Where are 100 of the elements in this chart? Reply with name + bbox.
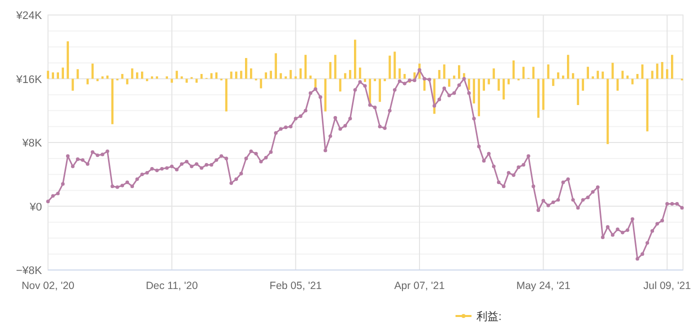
bar bbox=[334, 54, 336, 79]
bar bbox=[438, 70, 440, 79]
bar bbox=[176, 70, 178, 79]
x-tick-label: Apr 07, '21 bbox=[394, 280, 445, 292]
bar bbox=[300, 68, 302, 79]
bar bbox=[522, 66, 525, 79]
bar bbox=[532, 66, 535, 79]
bar bbox=[656, 64, 658, 79]
bar bbox=[91, 64, 94, 79]
bar bbox=[264, 72, 268, 79]
bar bbox=[156, 76, 158, 79]
bar bbox=[552, 78, 554, 86]
bar bbox=[384, 78, 386, 82]
bar bbox=[101, 76, 104, 79]
bar bbox=[354, 40, 356, 79]
bar bbox=[404, 74, 406, 79]
bar bbox=[126, 78, 128, 84]
x-tick-label: May 24, '21 bbox=[516, 280, 570, 292]
bar bbox=[602, 72, 604, 79]
bar bbox=[448, 78, 450, 87]
bar bbox=[472, 78, 476, 104]
bar bbox=[72, 78, 74, 91]
bar bbox=[131, 68, 134, 79]
bar bbox=[621, 70, 624, 79]
x-tick-label: Feb 05, '21 bbox=[270, 280, 322, 292]
bar bbox=[651, 70, 654, 79]
y-tick-label: ¥24K bbox=[15, 10, 43, 22]
bar bbox=[170, 78, 173, 83]
bar bbox=[225, 78, 228, 112]
y-tick-label: ¥8K bbox=[21, 138, 43, 150]
bar bbox=[250, 68, 252, 79]
bar bbox=[344, 73, 346, 79]
bar bbox=[136, 72, 138, 79]
bar bbox=[670, 54, 674, 79]
bar bbox=[200, 74, 203, 79]
bar bbox=[349, 70, 352, 79]
bar bbox=[537, 78, 540, 118]
bar bbox=[502, 78, 505, 100]
bar bbox=[458, 65, 460, 79]
x-tick-label: Nov 02, '20 bbox=[22, 280, 75, 292]
bar bbox=[210, 73, 213, 79]
bar bbox=[478, 78, 480, 116]
bar bbox=[572, 73, 574, 79]
bar bbox=[309, 76, 312, 79]
y-tick-label: −¥8K bbox=[16, 265, 43, 277]
bar bbox=[566, 54, 570, 79]
bar bbox=[586, 66, 589, 79]
bar bbox=[52, 72, 54, 79]
bar bbox=[606, 78, 609, 144]
bar bbox=[498, 78, 500, 91]
x-tick-label: Dec 11, '20 bbox=[146, 280, 198, 292]
bar bbox=[592, 76, 594, 79]
bar bbox=[324, 78, 326, 112]
bar bbox=[270, 70, 272, 79]
bar bbox=[141, 72, 144, 79]
bar bbox=[260, 78, 262, 88]
bar bbox=[294, 76, 297, 79]
bar bbox=[666, 69, 668, 79]
bar bbox=[76, 69, 79, 79]
bar bbox=[443, 64, 446, 79]
bar bbox=[56, 72, 60, 79]
bar bbox=[274, 53, 277, 79]
bar bbox=[512, 60, 515, 79]
bar bbox=[631, 78, 634, 84]
bar bbox=[596, 70, 599, 79]
bar bbox=[488, 78, 490, 84]
bar bbox=[388, 56, 391, 79]
bar bbox=[121, 74, 124, 79]
bar bbox=[290, 70, 292, 79]
bar bbox=[230, 72, 232, 79]
bar bbox=[66, 41, 69, 79]
bar bbox=[542, 78, 544, 110]
bar bbox=[641, 64, 644, 79]
bar bbox=[492, 68, 495, 79]
bar bbox=[186, 78, 188, 83]
bar bbox=[562, 76, 564, 79]
bar bbox=[304, 54, 307, 79]
bar bbox=[106, 76, 109, 79]
bar bbox=[240, 70, 242, 79]
bar bbox=[339, 78, 342, 92]
bar bbox=[646, 78, 648, 132]
bar bbox=[215, 72, 218, 79]
x-tick-label: Jul 09, '21 bbox=[643, 280, 691, 292]
bar bbox=[453, 76, 456, 79]
bar bbox=[329, 62, 332, 79]
y-tick-label: ¥0 bbox=[28, 201, 42, 214]
bar bbox=[245, 58, 248, 79]
bar bbox=[166, 76, 168, 79]
bar bbox=[576, 78, 580, 106]
legend: 利益: bbox=[456, 311, 502, 323]
bar bbox=[626, 76, 629, 79]
bar bbox=[394, 52, 396, 79]
bar bbox=[235, 72, 238, 79]
bar bbox=[378, 78, 381, 102]
bar bbox=[284, 76, 287, 79]
bar bbox=[86, 78, 89, 84]
bar bbox=[180, 76, 183, 79]
bar bbox=[150, 76, 154, 79]
y-tick-label: ¥16K bbox=[15, 74, 43, 86]
bar bbox=[46, 70, 50, 79]
